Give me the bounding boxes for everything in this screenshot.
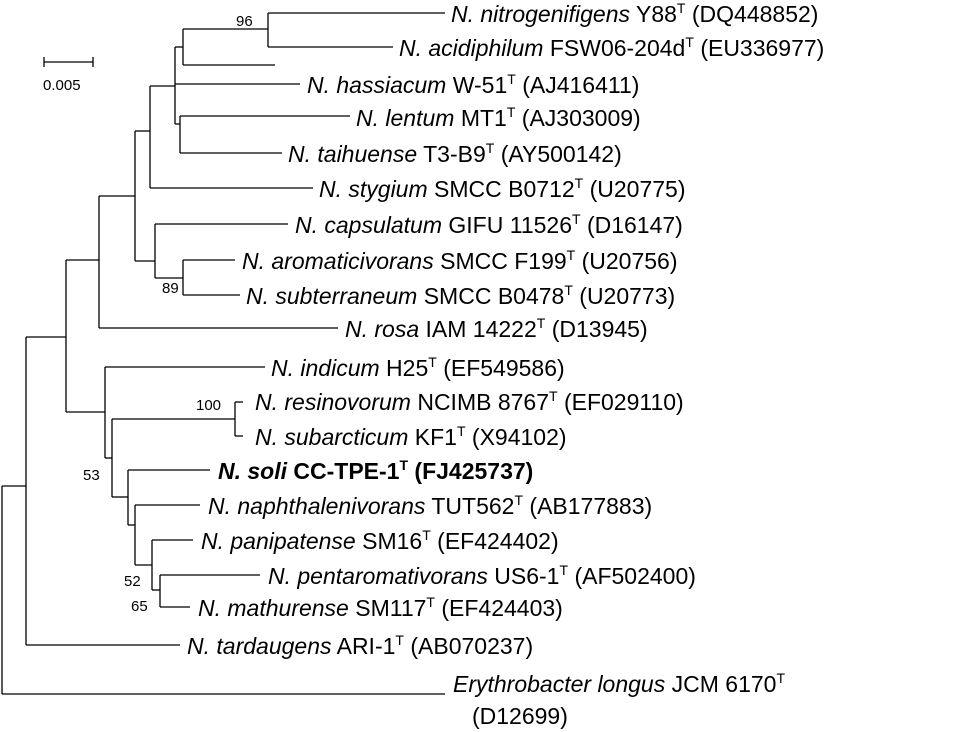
taxon-label: N. aromaticivorans SMCC F199T (U20756) [242, 247, 678, 274]
bootstrap-100: 100 [196, 397, 221, 414]
taxon-label: N. nitrogenifigens Y88T (DQ448852) [451, 0, 818, 27]
taxon-labels: N. nitrogenifigens Y88T (DQ448852) N. ac… [187, 0, 824, 729]
taxon-label: N. taihuense T3-B9T (AY500142) [288, 140, 622, 167]
taxon-label: N. hassiacum W-51T (AJ416411) [307, 71, 639, 98]
taxon-label: N. panipatense SM16T (EF424402) [201, 527, 559, 554]
taxon-label: N. lentum MT1T (AJ303009) [356, 104, 641, 131]
taxon-label: N. mathurense SM117T (EF424403) [198, 594, 563, 621]
scale-bar: 0.005 [43, 57, 94, 94]
bootstrap-89: 89 [162, 280, 179, 297]
tree-branches [1, 12, 445, 695]
bootstrap-96: 96 [236, 13, 253, 30]
taxon-label: N. acidiphilum FSW06-204dT (EU336977) [399, 34, 824, 61]
taxon-label: N. naphthalenivorans TUT562T (AB177883) [208, 492, 652, 519]
taxon-label: N. rosa IAM 14222T (D13945) [345, 315, 648, 342]
taxon-label: N. tardaugens ARI-1T (AB070237) [187, 632, 533, 659]
bootstrap-52: 52 [124, 573, 141, 590]
bootstrap-53: 53 [83, 467, 100, 484]
scale-bar-label: 0.005 [43, 77, 81, 94]
taxon-label-highlighted: N. soli CC-TPE-1T (FJ425737) [218, 457, 533, 484]
bootstrap-values: 96 89 100 53 52 65 [83, 13, 253, 615]
taxon-label: N. subarcticum KF1T (X94102) [255, 423, 567, 450]
bootstrap-65: 65 [131, 598, 148, 615]
taxon-label: N. pentaromativorans US6-1T (AF502400) [268, 562, 696, 589]
taxon-label: N. capsulatum GIFU 11526T (D16147) [295, 211, 683, 238]
taxon-label: N. subterraneum SMCC B0478T (U20773) [246, 282, 675, 309]
taxon-label: N. indicum H25T (EF549586) [271, 354, 565, 381]
taxon-label-outgroup: Erythrobacter longus JCM 6170T [453, 670, 785, 697]
taxon-label-outgroup-accession: (D12699) [472, 703, 568, 729]
taxon-label: N. resinovorum NCIMB 8767T (EF029110) [255, 388, 684, 415]
taxon-label: N. stygium SMCC B0712T (U20775) [319, 175, 686, 202]
